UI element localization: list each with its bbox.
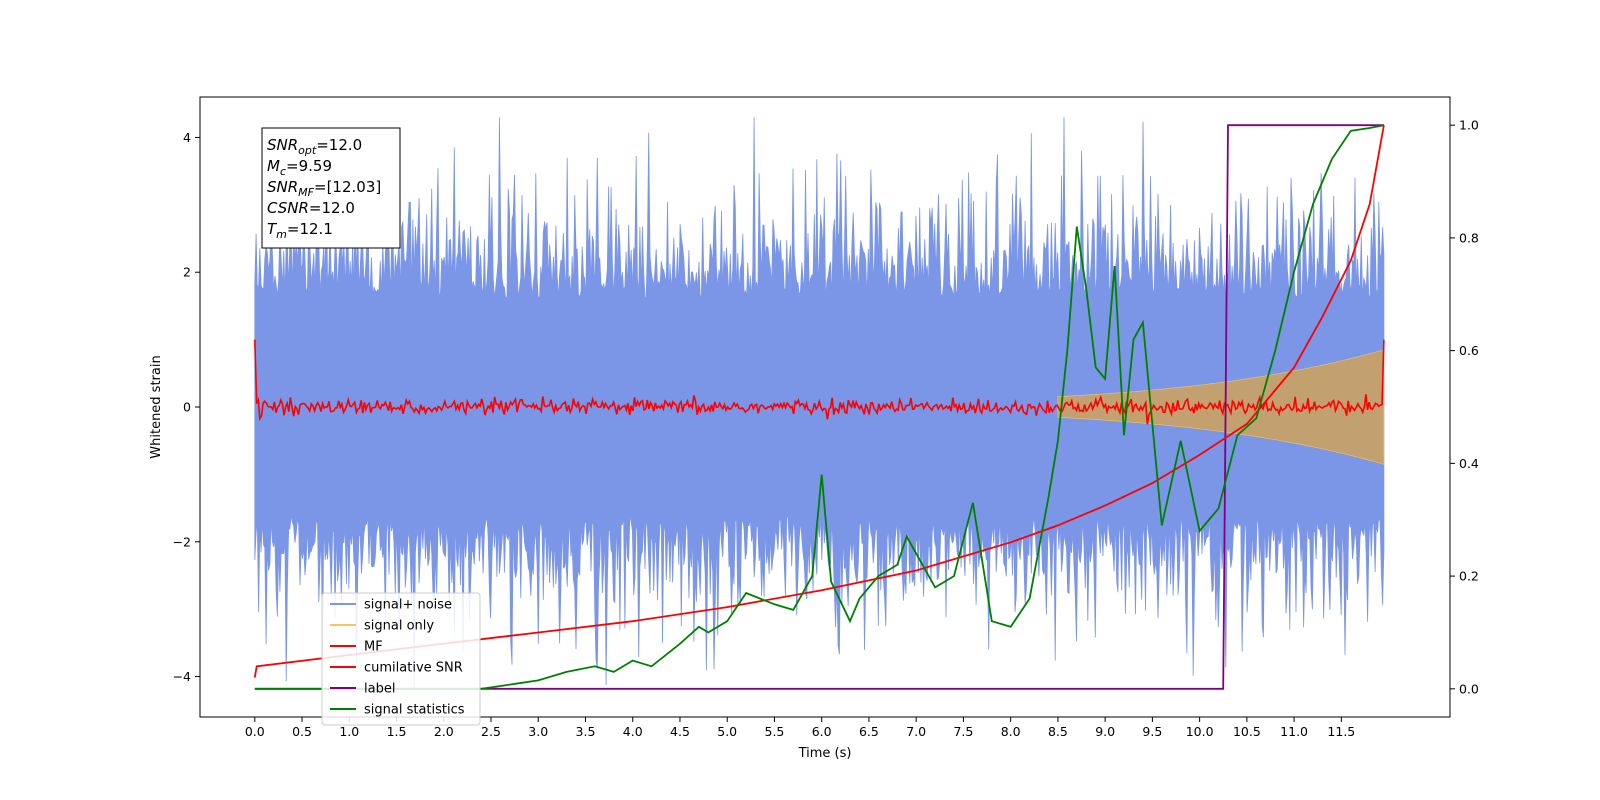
- signal-statistics-series: [254, 124, 1385, 690]
- x-tick-label: 4.5: [670, 724, 690, 739]
- x-tick-label: 8.5: [1048, 724, 1068, 739]
- y2-tick-label: 0.2: [1459, 569, 1479, 584]
- y-tick-label: 0: [183, 400, 191, 415]
- x-tick-label: 0.5: [292, 724, 312, 739]
- legend: signal+ noise signal only MF cumilative SNR…: [321, 592, 481, 726]
- y2-tick-label: 0.0: [1459, 681, 1479, 696]
- x-tick-label: 5.5: [765, 724, 785, 739]
- x-tick-label: 9.5: [1142, 724, 1162, 739]
- y2-tick-label: 0.4: [1459, 456, 1479, 471]
- x-tick-label: 1.0: [339, 724, 359, 739]
- x-tick-label: 2.5: [481, 724, 501, 739]
- label-series: [254, 124, 1384, 690]
- plot-area: [253, 117, 1385, 691]
- x-tick-label: 3.5: [576, 724, 596, 739]
- legend-entry: label: [364, 682, 395, 697]
- x-tick-label: 4.0: [623, 724, 643, 739]
- y2-axis: 1.0 0.8 0.6 0.4 0.2 0.0: [1450, 118, 1479, 696]
- x-tick-label: 7.5: [953, 724, 973, 739]
- x-tick-label: 8.0: [1001, 724, 1021, 739]
- x-tick-label: 11.0: [1280, 724, 1308, 739]
- legend-entry: MF: [364, 640, 383, 655]
- y-tick-label: 4: [183, 130, 191, 145]
- annotation-line: SNRMF=[12.03]: [267, 178, 381, 199]
- x-tick-label: 11.5: [1327, 724, 1355, 739]
- y2-tick-label: 1.0: [1459, 118, 1479, 133]
- x-tick-label: 10.0: [1186, 724, 1214, 739]
- annotation-line: CSNR=12.0: [267, 199, 355, 217]
- annotation-line: Mc=9.59: [267, 157, 332, 178]
- annotation-line: Tm=12.1: [267, 220, 333, 241]
- annotation-line: SNRopt=12.0: [267, 136, 362, 157]
- x-tick-label: 6.5: [859, 724, 879, 739]
- x-tick-label: 10.5: [1233, 724, 1261, 739]
- legend-entry: cumilative SNR: [364, 661, 463, 676]
- y2-tick-label: 0.8: [1459, 230, 1479, 245]
- y-tick-label: −2: [173, 534, 191, 549]
- x-tick-label: 1.5: [387, 724, 407, 739]
- y-tick-label: −4: [173, 669, 191, 684]
- x-axis-label: Time (s): [798, 746, 852, 761]
- x-tick-label: 3.0: [528, 724, 548, 739]
- y-axis: 4 2 0 −2 −4: [173, 130, 200, 684]
- x-tick-label: 0.0: [245, 724, 265, 739]
- x-tick-label: 2.0: [434, 724, 454, 739]
- legend-entry: signal+ noise: [364, 598, 452, 613]
- annotation-box: SNRopt=12.0Mc=9.59SNRMF=[12.03]CSNR=12.0…: [261, 127, 401, 249]
- x-tick-label: 9.0: [1095, 724, 1115, 739]
- y-tick-label: 2: [183, 265, 191, 280]
- x-axis: 0.0 0.5 1.0 1.5 2.0 2.5 3.0 3.5 4.0 4.5 5.0 5.5 6.0 6…: [245, 717, 1355, 739]
- x-tick-label: 6.0: [812, 724, 832, 739]
- legend-entry: signal only: [364, 619, 434, 634]
- y2-tick-label: 0.6: [1459, 343, 1479, 358]
- x-tick-label: 7.0: [906, 724, 926, 739]
- mf-series: [254, 339, 1385, 425]
- y-axis-label: Whitened strain: [149, 355, 164, 458]
- x-tick-label: 5.0: [717, 724, 737, 739]
- legend-entry: signal statistics: [364, 703, 465, 718]
